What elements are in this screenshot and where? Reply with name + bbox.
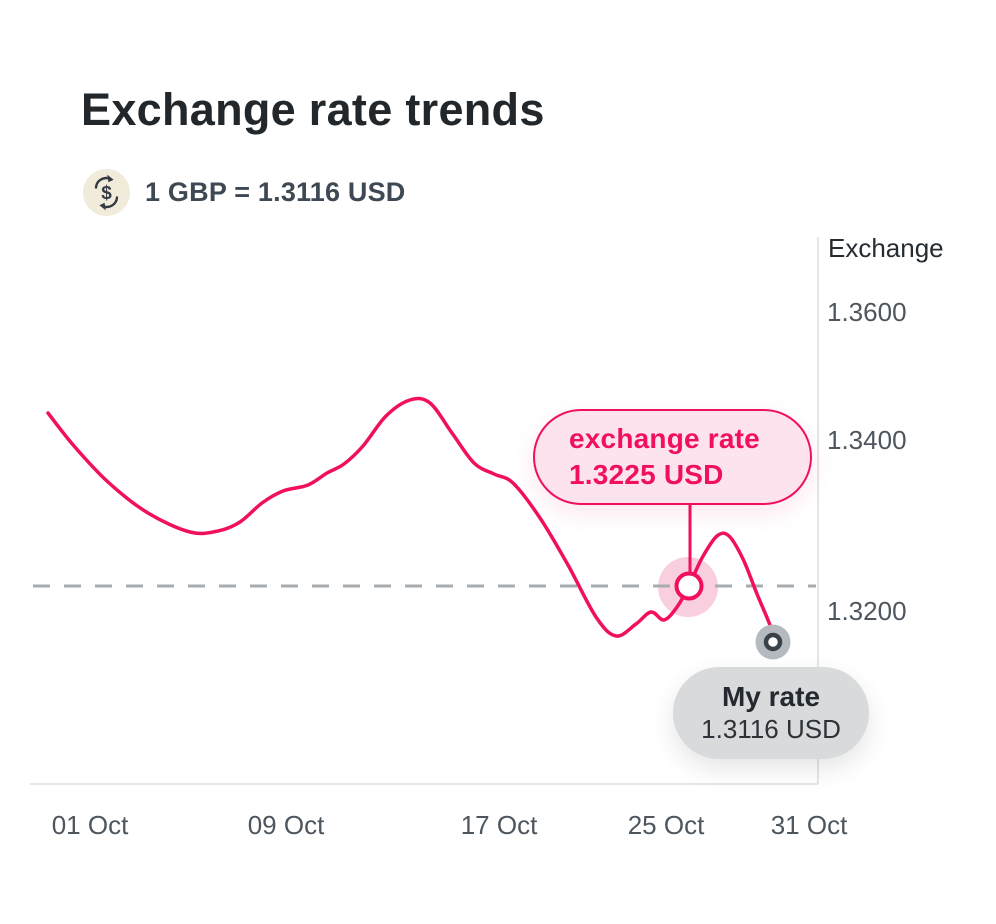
x-tick-01-oct: 01 Oct <box>51 810 129 840</box>
x-tick-25-oct: 25 Oct <box>627 810 705 840</box>
highlight-marker[interactable] <box>674 571 704 601</box>
my-rate-tooltip-value: 1.3116 USD <box>701 714 841 745</box>
y-tick-1-3600: 1.3600 <box>827 297 907 327</box>
x-tick-09-oct: 09 Oct <box>247 810 325 840</box>
dollar-glyph: $ <box>101 183 112 204</box>
y-axis-title: Exchange <box>828 233 944 263</box>
x-tick-17-oct: 17 Oct <box>460 810 538 840</box>
y-tick-1-3400: 1.3400 <box>827 425 907 455</box>
x-tick-31-oct: 31 Oct <box>770 810 848 840</box>
my-rate-tooltip-label: My rate <box>721 680 821 712</box>
currency-exchange-icon: $ <box>83 169 130 216</box>
page-title: Exchange rate trends <box>81 84 545 135</box>
rate-line <box>46 396 776 638</box>
exchange-rate-tooltip-label: exchange rate <box>569 422 760 454</box>
exchange-rate-tooltip: exchange rate 1.3225 USD <box>533 409 812 505</box>
current-rate-text: 1 GBP = 1.3116 USD <box>145 177 406 207</box>
my-rate-marker[interactable] <box>763 632 783 652</box>
current-rate-summary: $ 1 GBP = 1.3116 USD <box>83 169 406 216</box>
y-tick-1-3200: 1.3200 <box>827 596 907 626</box>
my-rate-tooltip: My rate 1.3116 USD <box>673 667 869 759</box>
exchange-rate-tooltip-value: 1.3225 USD <box>569 458 724 490</box>
